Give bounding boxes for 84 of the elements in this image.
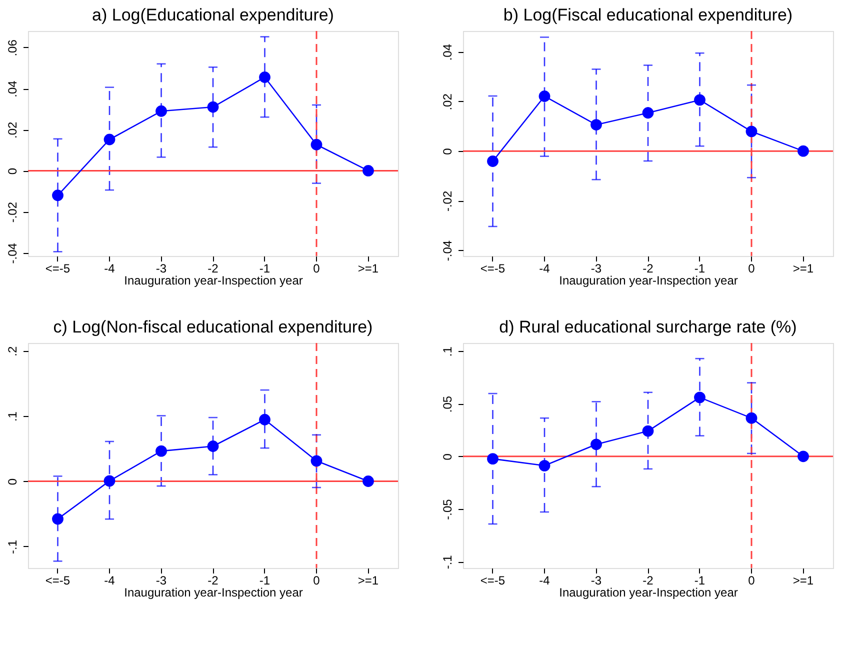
y-tick-label: .1 bbox=[440, 346, 454, 357]
point bbox=[694, 392, 706, 404]
point bbox=[487, 156, 498, 167]
x-tick-label: >=1 bbox=[358, 574, 379, 588]
y-tick-label: -.02 bbox=[6, 202, 20, 223]
y-tick-label: 0 bbox=[6, 478, 20, 486]
point bbox=[52, 513, 64, 525]
x-tick-label: 0 bbox=[748, 574, 756, 588]
point bbox=[590, 119, 602, 130]
chart-title: a) Log(Educational expenditure) bbox=[92, 5, 334, 24]
x-tick-label: >=1 bbox=[792, 262, 814, 276]
point bbox=[362, 165, 374, 176]
point bbox=[694, 94, 706, 106]
y-tick-label: 0 bbox=[440, 453, 454, 460]
x-tick-label: <=-5 bbox=[45, 262, 70, 276]
x-tick-label: -3 bbox=[156, 574, 167, 588]
x-tick-label: -2 bbox=[208, 574, 219, 588]
y-tick-label: .2 bbox=[6, 346, 20, 356]
y-tick-label: .1 bbox=[6, 411, 20, 422]
point bbox=[259, 414, 270, 426]
point bbox=[156, 445, 167, 457]
point bbox=[538, 460, 550, 472]
x-tick-label: -3 bbox=[590, 262, 602, 276]
point bbox=[538, 90, 550, 102]
point bbox=[590, 438, 602, 450]
y-tick-label: -.04 bbox=[440, 240, 454, 262]
point bbox=[310, 138, 322, 150]
x-tick-label: -2 bbox=[642, 262, 654, 276]
point bbox=[207, 101, 219, 113]
x-tick-label: >=1 bbox=[792, 574, 814, 588]
y-tick-label: -.1 bbox=[6, 540, 20, 554]
point bbox=[362, 476, 374, 487]
y-tick-label: .02 bbox=[440, 93, 454, 110]
x-axis-title: Inauguration year-Inspection year bbox=[124, 274, 303, 288]
x-tick-label: -4 bbox=[539, 262, 550, 276]
y-tick-label: .04 bbox=[6, 80, 20, 98]
x-tick-label: -1 bbox=[259, 574, 270, 588]
y-tick-label: -.04 bbox=[6, 242, 20, 264]
point bbox=[798, 145, 809, 157]
point bbox=[207, 440, 219, 452]
y-tick-label: .06 bbox=[6, 39, 20, 56]
point bbox=[104, 134, 116, 146]
y-tick-label: -.02 bbox=[440, 190, 454, 212]
y-tick-label: 0 bbox=[6, 168, 20, 175]
point bbox=[156, 105, 167, 117]
x-tick-label: -4 bbox=[104, 574, 116, 588]
x-tick-label: <=-5 bbox=[45, 574, 70, 588]
y-tick-label: -.1 bbox=[440, 554, 454, 570]
point bbox=[487, 453, 498, 465]
y-tick-label: -.05 bbox=[440, 498, 454, 520]
point bbox=[104, 475, 116, 487]
point bbox=[310, 455, 322, 467]
x-tick-label: >=1 bbox=[358, 262, 379, 276]
point bbox=[746, 126, 758, 138]
y-tick-label: 0 bbox=[440, 148, 454, 155]
chart-title: b) Log(Fiscal educational expenditure) bbox=[503, 5, 793, 24]
x-tick-label: -2 bbox=[642, 574, 654, 588]
chart-title: d) Rural educational surcharge rate (%) bbox=[499, 317, 797, 336]
x-axis-title: Inauguration year-Inspection year bbox=[124, 586, 303, 600]
x-tick-label: 0 bbox=[313, 262, 320, 276]
point bbox=[259, 72, 270, 83]
x-tick-label: -4 bbox=[104, 262, 116, 276]
x-tick-label: 0 bbox=[313, 574, 320, 588]
x-tick-label: -1 bbox=[694, 262, 706, 276]
x-tick-label: <=-5 bbox=[480, 262, 506, 276]
x-tick-label: <=-5 bbox=[480, 574, 506, 588]
y-tick-label: .02 bbox=[6, 121, 20, 138]
chart-title: c) Log(Non-fiscal educational expenditure) bbox=[53, 317, 373, 336]
y-tick-label: .04 bbox=[440, 44, 454, 61]
x-tick-label: 0 bbox=[748, 262, 756, 276]
x-tick-label: -1 bbox=[694, 574, 706, 588]
point bbox=[52, 190, 64, 202]
x-axis-title: Inauguration year-Inspection year bbox=[559, 586, 738, 600]
x-tick-label: -2 bbox=[208, 262, 219, 276]
x-tick-label: -3 bbox=[156, 262, 167, 276]
point bbox=[746, 412, 758, 424]
point bbox=[798, 450, 809, 462]
y-tick-label: .05 bbox=[440, 396, 454, 413]
x-axis-title: Inauguration year-Inspection year bbox=[559, 274, 738, 288]
x-tick-label: -3 bbox=[590, 574, 602, 588]
point bbox=[642, 425, 654, 437]
x-tick-label: -4 bbox=[539, 574, 550, 588]
point bbox=[642, 107, 654, 119]
x-tick-label: -1 bbox=[259, 262, 270, 276]
